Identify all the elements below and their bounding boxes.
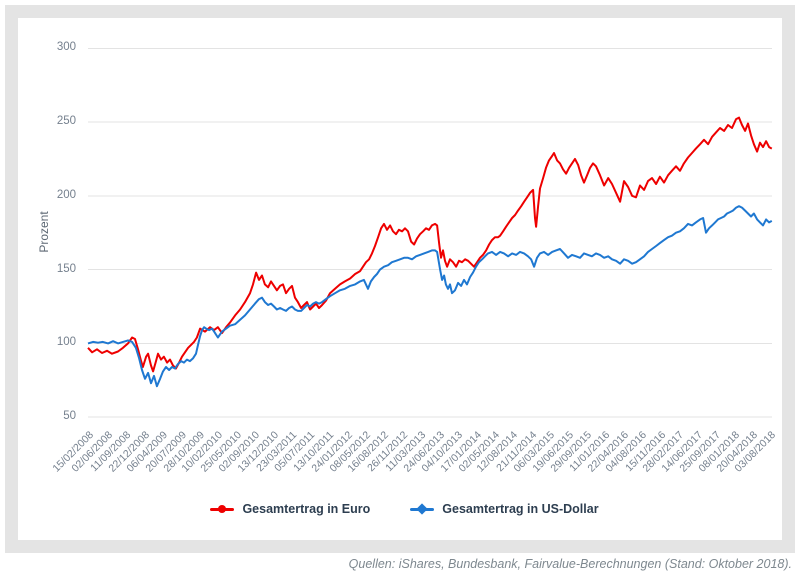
legend-item-1[interactable]: Gesamtertrag in US-Dollar <box>410 502 599 516</box>
legend: Gesamtertrag in Euro Gesamtertrag in US-D… <box>0 502 809 516</box>
legend-label: Gesamtertrag in US-Dollar <box>442 502 599 516</box>
diamond-marker-icon <box>410 503 435 515</box>
y-tick-label: 50 <box>63 410 76 423</box>
series-line-1 <box>87 205 773 388</box>
legend-item-0[interactable]: Gesamtertrag in Euro <box>210 502 370 516</box>
y-tick-label: 200 <box>56 188 76 201</box>
series-line-0 <box>87 116 773 373</box>
circle-marker-icon <box>210 503 235 515</box>
source-caption: Quellen: iShares, Bundesbank, Fairvalue-… <box>348 557 792 571</box>
legend-label: Gesamtertrag in Euro <box>242 502 371 516</box>
y-tick-label: 100 <box>56 336 76 349</box>
y-tick-label: 150 <box>56 262 76 275</box>
y-tick-label: 250 <box>56 115 76 128</box>
y-axis-title: Prozent <box>37 211 51 253</box>
chart-frame <box>5 5 795 553</box>
y-tick-label: 300 <box>56 41 76 54</box>
